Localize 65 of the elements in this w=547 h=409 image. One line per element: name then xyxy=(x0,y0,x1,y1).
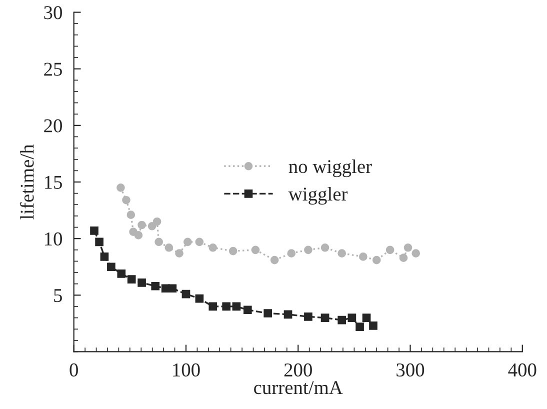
point xyxy=(151,282,160,290)
point xyxy=(127,275,136,284)
point xyxy=(304,312,312,321)
y-tick-label: 25 xyxy=(44,62,62,76)
point xyxy=(228,246,238,256)
point xyxy=(362,314,371,322)
point xyxy=(138,220,146,230)
point xyxy=(356,322,364,332)
point xyxy=(195,294,204,303)
point xyxy=(243,306,252,314)
point xyxy=(284,310,292,319)
point xyxy=(126,210,136,219)
point xyxy=(195,238,204,246)
y-axis-title: lifetime/h xyxy=(20,144,34,220)
point xyxy=(183,238,192,246)
point xyxy=(412,249,420,258)
point xyxy=(154,238,164,246)
point xyxy=(338,316,346,324)
point xyxy=(287,249,296,258)
point xyxy=(232,302,241,311)
x-tick-label: 400 xyxy=(508,363,536,377)
y-tick-label: 15 xyxy=(45,176,62,189)
point xyxy=(90,226,98,235)
point xyxy=(122,196,130,204)
point xyxy=(270,256,279,264)
point xyxy=(152,217,162,226)
point xyxy=(320,243,330,252)
point xyxy=(107,262,116,272)
point xyxy=(358,252,368,261)
point xyxy=(134,231,143,240)
point xyxy=(348,314,356,322)
point xyxy=(208,302,218,311)
point xyxy=(264,309,272,318)
point xyxy=(168,284,177,293)
point xyxy=(372,256,381,264)
point xyxy=(304,246,312,254)
y-tick-label: 30 xyxy=(44,6,62,20)
x-tick-label: 100 xyxy=(173,363,200,377)
point xyxy=(182,290,190,298)
point xyxy=(175,249,184,258)
x-tick-label: 200 xyxy=(284,363,312,377)
legend-label: no wiggler xyxy=(288,159,372,178)
x-tick-label: 0 xyxy=(70,363,78,377)
point xyxy=(399,254,408,262)
point xyxy=(369,322,378,330)
point xyxy=(222,302,231,311)
x-tick-label: 300 xyxy=(396,363,424,377)
point xyxy=(251,246,260,254)
point xyxy=(100,252,109,261)
point xyxy=(386,246,394,254)
point xyxy=(138,278,146,287)
point xyxy=(404,243,412,252)
point xyxy=(117,269,126,278)
point xyxy=(320,314,330,322)
legend-label: wiggler xyxy=(288,186,348,205)
y-tick-label: 5 xyxy=(54,289,62,302)
point xyxy=(164,243,174,252)
point xyxy=(148,222,156,230)
y-tick-label: 10 xyxy=(45,232,62,246)
x-axis-title: current/mA xyxy=(254,381,343,394)
point xyxy=(338,249,346,258)
point xyxy=(208,243,218,252)
y-tick-label: 20 xyxy=(44,119,62,132)
point xyxy=(95,238,104,246)
point xyxy=(116,183,125,192)
